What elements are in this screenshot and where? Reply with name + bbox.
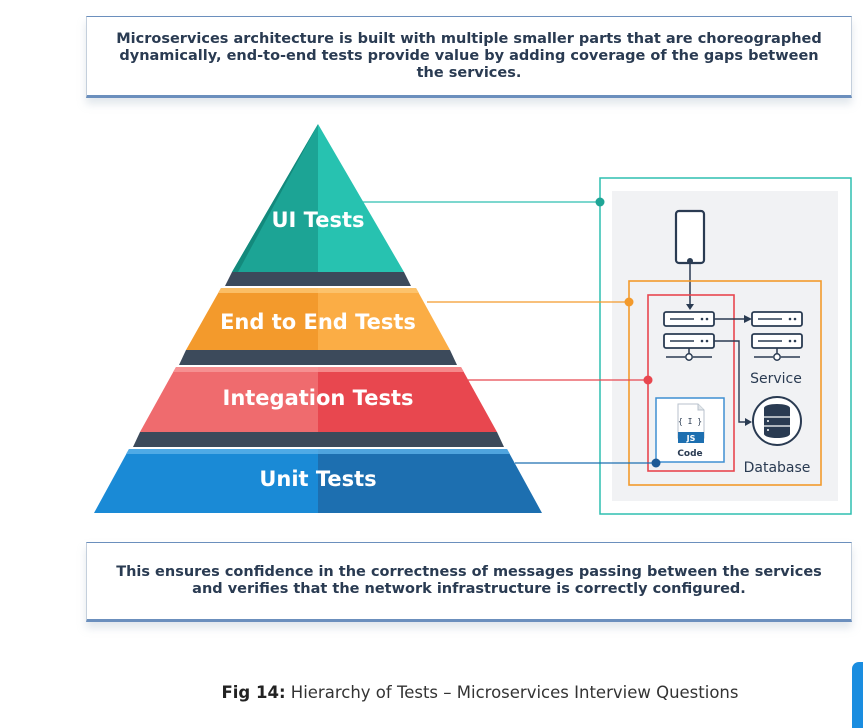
- service-server-icon: [663, 311, 715, 327]
- connector-integration: [468, 375, 653, 385]
- code-language-tag: JS: [686, 434, 696, 443]
- figure-caption: Fig 14: Hierarchy of Tests – Microservic…: [0, 683, 863, 702]
- database-icon: [752, 396, 802, 446]
- tier-label-unit: Unit Tests: [259, 467, 376, 491]
- caption-text: Hierarchy of Tests – Microservices Inter…: [285, 683, 739, 702]
- service-server-icon: [663, 333, 715, 361]
- top-description-box: Microservices architecture is built with…: [86, 16, 852, 98]
- service-label: Service: [750, 371, 802, 387]
- pyramid-tier-unit: [94, 449, 542, 513]
- code-badge-icon: { I }: [678, 417, 702, 426]
- mobile-phone-icon: [674, 209, 706, 310]
- connector-ui: [362, 197, 605, 207]
- code-label: Code: [677, 449, 702, 459]
- tier-label-ui: UI Tests: [272, 208, 365, 232]
- side-tab-button[interactable]: [852, 662, 863, 728]
- database-label: Database: [744, 460, 811, 476]
- code-module: { I } JS Code: [655, 397, 725, 463]
- tier-label-integration: Integation Tests: [223, 386, 414, 410]
- pyramid-tier-e2e: [186, 288, 450, 350]
- bottom-description-text: This ensures confidence in the correctne…: [116, 564, 822, 597]
- pyramid-tier-ui: [232, 124, 404, 272]
- connector-e2e: [427, 297, 634, 307]
- top-description-text: Microservices architecture is built with…: [116, 30, 822, 81]
- pyramid-tier-integration: [140, 367, 497, 432]
- bottom-description-box: This ensures confidence in the correctne…: [86, 542, 852, 622]
- caption-prefix: Fig 14:: [221, 683, 286, 702]
- tier-label-e2e: End to End Tests: [220, 310, 416, 334]
- architecture-panel: Service Database { I } JS Code: [599, 177, 852, 515]
- service-icon: [751, 311, 803, 361]
- test-pyramid: UI Tests End to End Tests Integation Tes…: [94, 124, 542, 513]
- connector-unit: [515, 458, 661, 468]
